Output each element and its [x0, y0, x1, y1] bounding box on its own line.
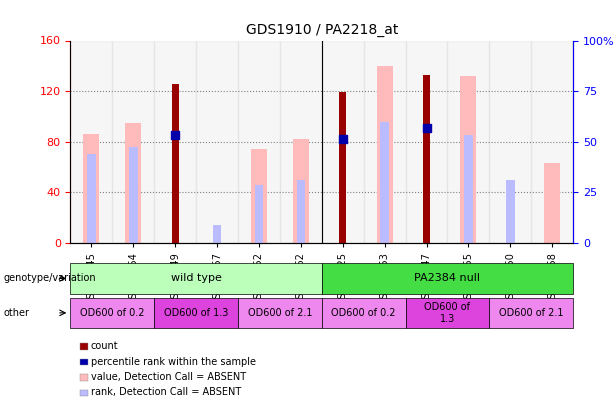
Bar	[364, 40, 406, 243]
Bar	[544, 163, 560, 243]
Bar	[406, 40, 447, 243]
Text: rank, Detection Call = ABSENT: rank, Detection Call = ABSENT	[91, 388, 241, 397]
Text: PA2384 null: PA2384 null	[414, 273, 481, 283]
Bar	[213, 225, 221, 243]
Text: percentile rank within the sample: percentile rank within the sample	[91, 357, 256, 367]
Text: OD600 of 2.1: OD600 of 2.1	[499, 308, 563, 318]
Point	[338, 136, 348, 143]
Point	[422, 125, 432, 131]
Bar	[377, 66, 392, 243]
Text: OD600 of 2.1: OD600 of 2.1	[248, 308, 312, 318]
Bar	[172, 83, 179, 243]
Point	[170, 132, 180, 139]
Bar	[531, 40, 573, 243]
Text: other: other	[3, 308, 29, 318]
Bar	[322, 40, 364, 243]
Text: OD600 of
1.3: OD600 of 1.3	[424, 302, 471, 324]
Text: OD600 of 0.2: OD600 of 0.2	[332, 308, 396, 318]
Text: value, Detection Call = ABSENT: value, Detection Call = ABSENT	[91, 372, 246, 382]
Bar	[460, 76, 476, 243]
Bar	[506, 180, 515, 243]
Title: GDS1910 / PA2218_at: GDS1910 / PA2218_at	[246, 23, 398, 37]
Bar	[238, 40, 280, 243]
Bar	[251, 149, 267, 243]
Bar	[380, 122, 389, 243]
Bar	[83, 134, 99, 243]
Bar	[196, 40, 238, 243]
Bar	[293, 139, 309, 243]
Bar	[280, 40, 322, 243]
Bar	[339, 92, 346, 243]
Bar	[297, 180, 305, 243]
Text: OD600 of 0.2: OD600 of 0.2	[80, 308, 145, 318]
Bar	[126, 123, 141, 243]
Text: OD600 of 1.3: OD600 of 1.3	[164, 308, 229, 318]
Bar	[447, 40, 489, 243]
Bar	[489, 40, 531, 243]
Bar	[254, 185, 264, 243]
Bar	[70, 40, 112, 243]
Text: count: count	[91, 341, 118, 351]
Bar	[112, 40, 154, 243]
Bar	[87, 154, 96, 243]
Bar	[129, 147, 138, 243]
Text: wild type: wild type	[171, 273, 221, 283]
Bar	[154, 40, 196, 243]
Bar	[464, 135, 473, 243]
Bar	[423, 75, 430, 243]
Text: genotype/variation: genotype/variation	[3, 273, 96, 283]
